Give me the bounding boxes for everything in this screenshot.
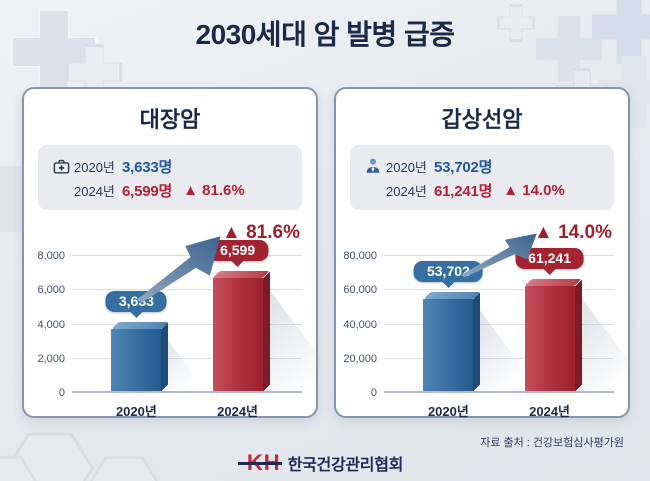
stat-row-2024: 2024년 61,241명 ▲ 14.0%	[360, 178, 602, 202]
bar-2024: 61,241	[515, 248, 585, 391]
bar-shadow	[260, 278, 346, 391]
y-tick: 4,000	[37, 318, 65, 331]
y-tick: 20,000	[343, 352, 377, 365]
y-tick: 6,000	[37, 284, 65, 297]
bar-2020: 3,633	[105, 291, 169, 391]
logo-bar	[237, 462, 282, 466]
percent-annotation: ▲ 81.6%	[222, 222, 300, 243]
y-axis: 8,000 6,000 4,000 2,000 0	[28, 250, 72, 399]
stat-delta: ▲ 81.6%	[183, 181, 245, 199]
value-label: 61,241	[528, 250, 572, 266]
colorectal-bar-chart: 8,000 6,000 4,000 2,000 0	[24, 222, 346, 419]
bar-side-face	[473, 292, 481, 391]
value-bubble: 61,241	[515, 248, 585, 269]
growth-arrow-icon	[137, 236, 221, 303]
panel-title: 갑상선암	[441, 107, 523, 132]
percent-annotation: ▲ 14.0%	[534, 222, 612, 243]
gridline	[72, 357, 302, 359]
page-title: 2030세대 암 발병 급증	[195, 19, 455, 50]
gridline	[384, 323, 614, 325]
plot-area: 53,702 61,241 ▲ 14.0% 2020년 2024년	[384, 222, 650, 419]
panel-title: 대장암	[139, 107, 201, 132]
y-tick: 2,000	[37, 352, 65, 365]
thyroid-bar-chart: 80,000 60,000 40,000 20,000 0	[336, 222, 650, 419]
value-bubble: 6,599	[207, 240, 269, 261]
baseline	[384, 391, 614, 393]
bar-shadow	[572, 286, 650, 391]
y-tick: 0	[58, 387, 65, 399]
bar-2020: 53,702	[413, 261, 483, 391]
y-tick: 60,000	[343, 284, 377, 297]
stat-value: 6,599명	[122, 182, 173, 200]
plot-area: 3,633 6,599 ▲ 81.6% 2020년 2024년	[72, 222, 346, 419]
stat-row-2024: 2024년 6,599명 ▲ 81.6%	[48, 178, 290, 202]
panel-thyroid-cancer: 갑상선암 2020년 53,702명 2024년 61,241명 ▲ 14.0%	[334, 87, 650, 419]
stat-box: 2020년 53,702명 2024년 61,241명 ▲ 14.0%	[350, 145, 614, 210]
stat-year: 2024년	[386, 183, 427, 199]
growth-arrow-icon	[460, 233, 537, 278]
y-tick: 40,000	[343, 318, 377, 331]
stat-row-2020: 2020년 53,702명	[360, 154, 602, 178]
stat-year: 2020년	[386, 159, 427, 175]
baseline	[72, 391, 302, 393]
y-tick: 8,000	[37, 250, 65, 262]
x-label-2024: 2024년	[217, 404, 259, 419]
stat-delta: ▲ 14.0%	[503, 181, 565, 199]
stat-value: 61,241명	[434, 182, 493, 200]
gridline	[72, 255, 302, 256]
bar-side-face	[574, 279, 582, 391]
stat-year: 2024년	[74, 183, 115, 199]
y-tick: 0	[370, 387, 377, 399]
value-label: 6,599	[220, 242, 256, 258]
kh-logo-mark: KH	[237, 452, 282, 474]
x-label-2020: 2020년	[115, 404, 157, 419]
stat-year: 2020년	[74, 159, 115, 175]
x-label-2020: 2020년	[427, 404, 469, 419]
y-axis: 80,000 60,000 40,000 20,000 0	[340, 250, 384, 399]
y-tick: 80,000	[343, 250, 377, 262]
first-aid-kit-icon	[48, 157, 74, 176]
panel-colorectal-cancer: 대장암 2020년 3,633명 2024년 6,599명 ▲ 81.6%	[22, 87, 346, 419]
stat-box: 2020년 3,633명 2024년 6,599명 ▲ 81.6%	[38, 145, 302, 210]
stat-value: 3,633명	[122, 158, 173, 176]
doctor-icon	[360, 157, 386, 175]
data-source-note: 자료 출처 : 건강보험심사평가원	[480, 437, 624, 449]
organization-name: 한국건강관리협회	[287, 457, 404, 474]
gridline	[72, 289, 302, 291]
value-label: 53,702	[426, 263, 470, 279]
x-label-2024: 2024년	[529, 404, 571, 419]
gridline	[72, 323, 302, 325]
gridline	[384, 357, 614, 359]
organization-logo: KH 한국건강관리협회	[0, 451, 650, 475]
stat-value: 53,702명	[434, 158, 493, 176]
gridline	[384, 289, 614, 291]
bar-side-face	[161, 322, 169, 391]
bar-2024: 6,599	[207, 240, 270, 391]
bar-side-face	[262, 271, 270, 391]
stat-row-2020: 2020년 3,633명	[48, 154, 290, 178]
